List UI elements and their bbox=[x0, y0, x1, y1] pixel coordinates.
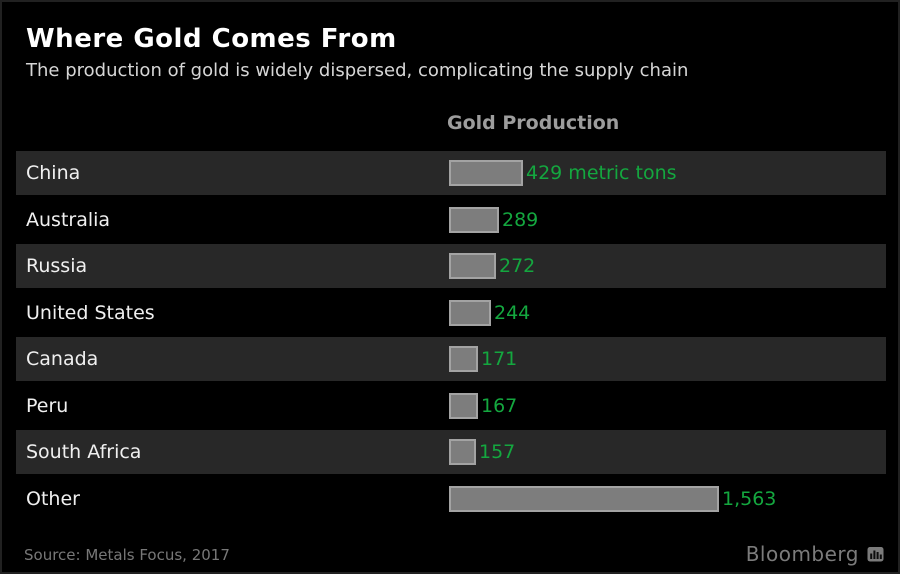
chart-row: Other 1,563 bbox=[2, 476, 898, 523]
chart-row: South Africa 157 bbox=[2, 429, 898, 476]
value-bar bbox=[449, 253, 496, 280]
country-label: Peru bbox=[26, 394, 69, 417]
country-label: United States bbox=[26, 301, 155, 324]
source-note: Source: Metals Focus, 2017 bbox=[24, 546, 230, 564]
page-subtitle: The production of gold is widely dispers… bbox=[26, 60, 689, 81]
value-label: 289 bbox=[502, 208, 539, 231]
value-label: 272 bbox=[499, 255, 536, 278]
bar-and-value: 429 metric tons bbox=[449, 150, 898, 197]
bar-and-value: 157 bbox=[449, 429, 898, 476]
brand-wordmark: Bloomberg bbox=[745, 542, 859, 566]
chart-row: United States 244 bbox=[2, 290, 898, 337]
brand: Bloomberg bbox=[746, 542, 884, 566]
bar-chart: China 429 metric tons Australia 289 Russia 27… bbox=[2, 150, 898, 522]
bar-and-value: 244 bbox=[449, 290, 898, 337]
country-label: China bbox=[26, 162, 81, 185]
chart-row: Russia 272 bbox=[2, 243, 898, 290]
chart-row: Canada 171 bbox=[2, 336, 898, 383]
bar-and-value: 272 bbox=[449, 243, 898, 290]
chart-row: Peru 167 bbox=[2, 383, 898, 430]
value-label: 1,563 bbox=[722, 487, 777, 510]
country-label: Russia bbox=[26, 255, 88, 278]
page-title: Where Gold Comes From bbox=[26, 24, 397, 54]
bloomberg-logo-icon bbox=[867, 545, 884, 563]
column-header: Gold Production bbox=[447, 112, 620, 134]
value-label: 429 metric tons bbox=[526, 162, 677, 185]
value-bar bbox=[449, 439, 476, 466]
value-label: 244 bbox=[494, 301, 531, 324]
country-label: Other bbox=[26, 487, 80, 510]
value-bar bbox=[449, 160, 523, 187]
value-bar bbox=[449, 346, 478, 373]
country-label: Australia bbox=[26, 208, 111, 231]
value-label: 167 bbox=[481, 394, 518, 417]
chart-row: Australia 289 bbox=[2, 197, 898, 244]
value-bar bbox=[449, 392, 478, 419]
value-bar bbox=[449, 299, 491, 326]
value-bar bbox=[449, 485, 719, 512]
bar-and-value: 171 bbox=[449, 336, 898, 383]
bar-and-value: 289 bbox=[449, 197, 898, 244]
chart-row: China 429 metric tons bbox=[2, 150, 898, 197]
value-label: 171 bbox=[481, 348, 518, 371]
bar-and-value: 1,563 bbox=[449, 476, 898, 523]
value-label: 157 bbox=[479, 441, 516, 464]
country-label: Canada bbox=[26, 348, 99, 371]
country-label: South Africa bbox=[26, 441, 142, 464]
bar-and-value: 167 bbox=[449, 383, 898, 430]
value-bar bbox=[449, 206, 499, 233]
